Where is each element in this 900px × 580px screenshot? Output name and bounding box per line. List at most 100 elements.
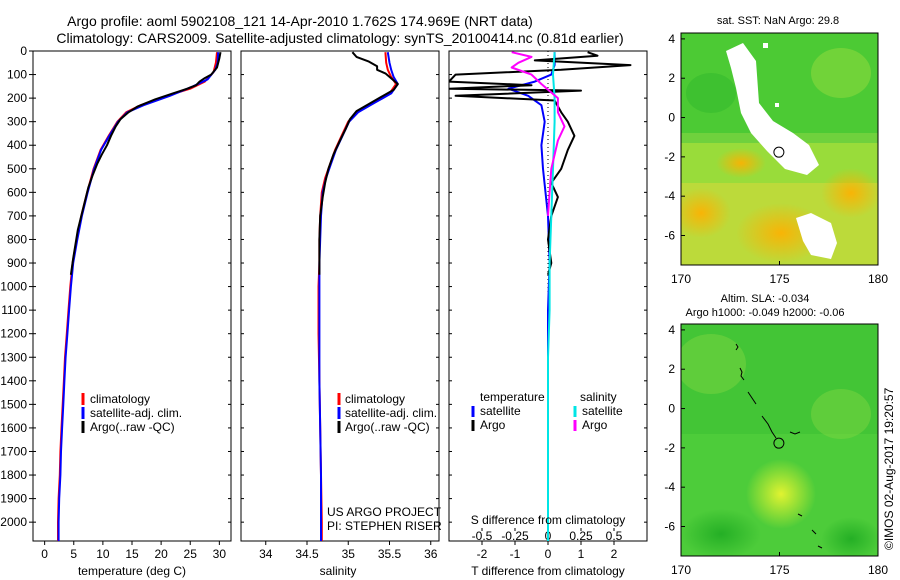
difference-panel: -2 -1 0 1 2 -0.5 -0.25 0 0.25 0.5 temperature sa… xyxy=(448,50,648,578)
salinity-panel: 34 34.5 35 35.5 36 climatology satellite-adj… xyxy=(240,50,442,578)
legend-satellite: satellite-adj. clim. xyxy=(345,406,437,420)
sst-heatmap xyxy=(681,33,878,265)
s-tick-label: -0.25 xyxy=(501,529,529,543)
depth-axis: 0 100 200 300 400 500 600 700 800 900 1000 1100 1200… xyxy=(0,44,33,529)
sla-map: Altim. SLA: -0.034 Argo h1000: -0.049 h2… xyxy=(664,293,888,577)
x-tick-label: 1 xyxy=(578,547,585,561)
pi-label: PI: STEPHEN RISER xyxy=(327,519,442,533)
x-tick-label: 34 xyxy=(259,547,273,561)
sst-map-axes: 170 175 180 4 2 0 -2 -4 -6 xyxy=(664,32,888,286)
salinity-x-axis: 34 34.5 35 35.5 36 xyxy=(241,50,439,561)
x-tick-label: 30 xyxy=(213,547,227,561)
lon-tick-label: 175 xyxy=(769,272,789,286)
depth-tick-label: 600 xyxy=(7,185,27,199)
x-tick-label: 35 xyxy=(342,547,356,561)
salinity-legend: climatology satellite-adj. clim. Argo(..… xyxy=(337,392,437,434)
depth-tick-label: 700 xyxy=(7,209,27,223)
depth-tick-label: 2000 xyxy=(0,515,27,529)
x-tick-label: 20 xyxy=(154,547,168,561)
x-tick-label: 36 xyxy=(424,547,438,561)
temperature-legend: climatology satellite-adj. clim. Argo(..… xyxy=(81,392,182,434)
t-difference-label: T difference from climatology xyxy=(471,564,625,578)
depth-tick-label: 200 xyxy=(7,91,27,105)
x-tick-label: 2 xyxy=(611,547,618,561)
argo-track xyxy=(735,343,823,549)
temperature-panel: 0100200300400500600700800900100011001200… xyxy=(0,44,232,578)
lat-tick-label: -6 xyxy=(664,520,675,534)
depth-tick-label: 1300 xyxy=(0,350,27,364)
temperature-x-axis: 0 5 10 15 20 25 30 xyxy=(33,50,231,561)
lat-tick-label: -2 xyxy=(664,441,675,455)
s-difference-axis: -0.5 -0.25 0 0.25 0.5 xyxy=(472,528,623,543)
depth-tick-label: 1900 xyxy=(0,492,27,506)
legend-climatology: climatology xyxy=(345,392,405,406)
depth-tick-label: 1800 xyxy=(0,468,27,482)
lon-tick-label: 175 xyxy=(769,563,789,577)
depth-tick-label: 1200 xyxy=(0,327,27,341)
depth-tick-label: 1100 xyxy=(1,303,27,317)
t-difference-x-axis: -2 -1 0 1 2 xyxy=(449,50,647,561)
legend-s-argo: Argo xyxy=(582,418,608,432)
lat-tick-label: 4 xyxy=(668,323,675,337)
lat-tick-label: -4 xyxy=(664,480,675,494)
x-tick-label: 34.5 xyxy=(295,547,319,561)
lat-tick-label: -6 xyxy=(664,229,675,243)
temperature-xlabel: temperature (deg C) xyxy=(78,564,186,578)
project-label: US ARGO PROJECT xyxy=(327,505,442,519)
difference-legend: temperature salinity satellite Argo sate… xyxy=(471,390,623,432)
depth-tick-label: 1600 xyxy=(0,421,27,435)
legend-salinity-heading: salinity xyxy=(580,390,617,404)
sla-map-title: Altim. SLA: -0.034 xyxy=(721,293,810,305)
depth-tick-label: 1700 xyxy=(0,444,27,458)
lat-tick-label: 2 xyxy=(668,71,675,85)
depth-tick-label: 300 xyxy=(7,115,27,129)
depth-tick-label: 100 xyxy=(7,68,27,82)
lat-tick-label: 0 xyxy=(668,402,675,416)
depth-tick-label: 900 xyxy=(7,256,27,270)
depth-tick-label: 1400 xyxy=(0,374,27,388)
legend-s-satellite: satellite xyxy=(582,404,623,418)
lon-tick-label: 170 xyxy=(671,272,691,286)
legend-argo: Argo(..raw -QC) xyxy=(345,420,430,434)
temperature-series xyxy=(57,52,222,541)
legend-climatology: climatology xyxy=(90,392,150,406)
sla-map-subtitle: Argo h1000: -0.049 h2000: -0.06 xyxy=(685,307,844,319)
lat-tick-label: 2 xyxy=(668,362,675,376)
series-line-argo-raw-qc- xyxy=(69,52,222,275)
sst-map-title: sat. SST: NaN Argo: 29.8 xyxy=(717,15,839,27)
lat-tick-label: -4 xyxy=(664,189,675,203)
x-tick-label: 5 xyxy=(70,547,77,561)
s-tick-label: -0.5 xyxy=(472,529,493,543)
x-tick-label: 25 xyxy=(184,547,198,561)
legend-temperature-heading: temperature xyxy=(480,390,545,404)
x-tick-label: 0 xyxy=(545,547,552,561)
legend-satellite: satellite-adj. clim. xyxy=(90,406,182,420)
s-tick-label: 0.25 xyxy=(569,529,593,543)
series-line-s-argo xyxy=(510,51,566,216)
depth-tick-label: 0 xyxy=(20,44,27,58)
series-line-argo-raw-qc- xyxy=(318,51,399,275)
argo-location-marker xyxy=(773,437,785,449)
depth-tick-label: 400 xyxy=(7,138,27,152)
x-tick-label: 0 xyxy=(41,547,48,561)
lon-tick-label: 170 xyxy=(671,563,691,577)
lat-tick-label: -2 xyxy=(664,150,675,164)
x-tick-label: -1 xyxy=(510,547,521,561)
lat-tick-label: 4 xyxy=(668,32,675,46)
x-tick-label: -2 xyxy=(477,547,488,561)
depth-tick-label: 1500 xyxy=(0,397,27,411)
salinity-xlabel: salinity xyxy=(320,564,357,578)
legend-t-argo: Argo xyxy=(480,418,506,432)
sla-heatmap xyxy=(681,324,878,556)
depth-tick-label: 1000 xyxy=(0,280,27,294)
lat-tick-label: 0 xyxy=(668,111,675,125)
sla-map-axes: 170 175 180 4 2 0 -2 -4 -6 xyxy=(664,323,888,577)
header-line2: Climatology: CARS2009. Satellite-adjuste… xyxy=(56,30,623,46)
legend-t-satellite: satellite xyxy=(480,404,521,418)
lon-tick-label: 180 xyxy=(868,272,888,286)
s-tick-label: 0.5 xyxy=(606,529,623,543)
s-difference-label: S difference from climatology xyxy=(471,513,626,527)
depth-tick-label: 800 xyxy=(7,232,27,246)
difference-series xyxy=(449,51,632,541)
